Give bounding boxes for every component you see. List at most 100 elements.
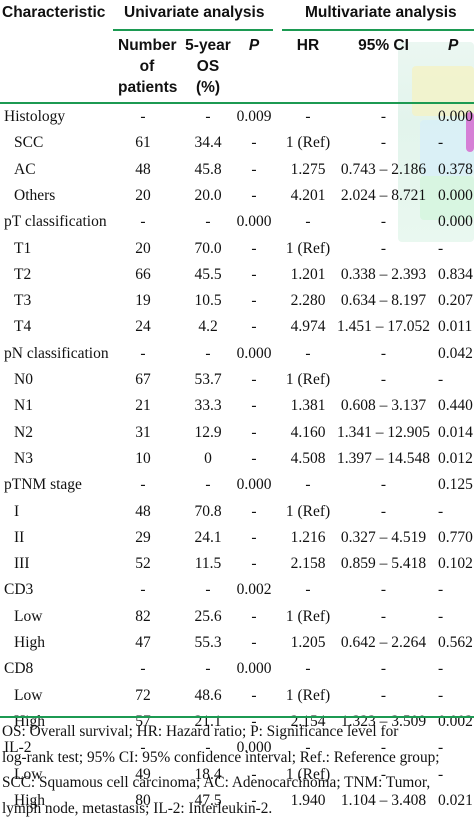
header-hr: HR (296, 37, 320, 54)
cell-p2: - (438, 765, 444, 783)
cell-p2: 0.021 (438, 791, 473, 809)
cell-label: Low (14, 686, 43, 704)
cell-n: - (140, 476, 146, 494)
cell-hr: 1 (Ref) (285, 502, 331, 520)
cell-os: 70.8 (194, 502, 222, 520)
cell-ci: 2.024 – 8.721 (340, 186, 427, 204)
table-row: SCC 61 34.4 - 1 (Ref) - - (0, 130, 474, 156)
cell-ci: 0.743 – 2.186 (340, 160, 427, 178)
cell-ci: - (380, 502, 387, 520)
cell-p2: 0.011 (438, 318, 473, 336)
background-artifact (412, 66, 474, 116)
cell-p2: 0.562 (438, 634, 473, 651)
cell-p2: - (438, 502, 444, 520)
cell-hr: 1.216 (290, 528, 326, 546)
cell-os: - (205, 660, 211, 678)
cell-p2: 0.000 (438, 108, 473, 125)
header-number-line: Number (118, 37, 177, 54)
header-os-line: OS (196, 58, 220, 75)
cell-ci: 0.338 – 2.393 (340, 265, 427, 283)
cell-hr: - (305, 660, 311, 678)
cell-os: 24.1 (194, 528, 222, 546)
cell-hr: 1 (Ref) (285, 371, 331, 388)
cell-os: - (205, 344, 211, 362)
cell-ci: 0.608 – 3.137 (340, 397, 427, 415)
footnote-line: log-rank test; 95% CI: 95% confidence in… (2, 748, 440, 766)
background-artifact (420, 120, 474, 176)
cell-ci: - (380, 134, 387, 152)
cell-n: 10 (135, 449, 151, 467)
cell-p: - (251, 292, 257, 310)
header-rule-univariate (113, 29, 273, 31)
cell-os: 33.3 (194, 397, 222, 415)
cell-p2: 0.207 (438, 292, 473, 310)
cell-os: 45.8 (194, 160, 222, 178)
cell-os: 45.5 (194, 265, 222, 283)
cell-os: 4.2 (198, 318, 218, 336)
cell-p: - (251, 686, 257, 704)
cell-os: 47.5 (194, 791, 222, 809)
cell-p: - (251, 502, 257, 520)
cell-p2: - (438, 239, 444, 257)
cell-hr: 1.205 (290, 634, 326, 651)
cell-p: - (251, 423, 257, 441)
header-5year-os: 5-year OS (%) (178, 35, 238, 98)
cell-os: 25.6 (194, 607, 222, 625)
cell-p: 0.000 (236, 739, 272, 757)
header-number-line: of (139, 58, 155, 75)
cell-os: 18.4 (194, 765, 222, 783)
cell-label: IL-2 (4, 739, 32, 757)
cell-n: 72 (135, 686, 151, 704)
cell-p: - (251, 712, 257, 730)
cell-p: - (251, 791, 257, 809)
cell-os: 55.3 (194, 634, 222, 651)
cell-label: Low (14, 765, 43, 783)
header-univariate: Univariate analysis (124, 4, 265, 21)
cell-hr: 1 (Ref) (285, 239, 331, 257)
cell-hr: 4.974 (290, 318, 326, 336)
table-row: pT classification - - 0.000 - - 0.000 (0, 209, 474, 235)
cell-hr: 1.201 (290, 265, 326, 283)
cell-ci: 0.327 – 4.519 (340, 528, 427, 546)
cell-ci: - (380, 660, 387, 678)
cell-p: 0.000 (236, 344, 272, 362)
cell-n: 67 (135, 371, 151, 388)
cell-hr: 4.201 (290, 186, 326, 204)
cell-os: 70.0 (194, 239, 222, 257)
cell-hr: 1.381 (290, 397, 326, 415)
cell-p2: - (438, 581, 444, 599)
cell-n: 49 (135, 765, 151, 783)
cell-hr: 2.280 (290, 292, 326, 310)
table-row: II 29 24.1 - 1.216 0.327 – 4.519 0.770 (0, 525, 474, 551)
table-row: N1 21 33.3 - 1.381 0.608 – 3.137 0.440 (0, 393, 474, 419)
cell-p: - (251, 634, 257, 651)
header-bottom-rule (0, 102, 474, 104)
cell-label: III (14, 555, 30, 573)
header-os-line: (%) (195, 79, 221, 96)
cell-n: - (140, 344, 146, 362)
cell-n: - (140, 581, 146, 599)
cell-n: 80 (135, 791, 151, 809)
cell-ci: 1.451 – 17.052 (337, 318, 430, 336)
cell-label: T1 (14, 239, 32, 257)
cell-p2: 0.014 (438, 423, 473, 441)
cell-p: - (251, 239, 257, 257)
cell-ci: - (380, 213, 387, 231)
table-bottom-rule (0, 716, 474, 718)
cell-p2: - (438, 134, 444, 152)
cell-ci: - (380, 607, 387, 625)
cell-p2: - (438, 739, 444, 757)
cell-ci: - (380, 239, 387, 257)
cell-hr: 4.508 (290, 449, 326, 467)
cell-n: 31 (135, 423, 151, 441)
cell-os: - (205, 108, 211, 125)
background-artifact (420, 176, 474, 220)
cell-p2: 0.440 (438, 397, 473, 415)
table-row: Low 49 18.4 - 1 (Ref) - - (0, 762, 474, 788)
table-row: III 52 11.5 - 2.158 0.859 – 5.418 0.102 (0, 551, 474, 577)
cell-p: - (251, 528, 257, 546)
cell-n: 20 (135, 186, 151, 204)
cell-n: 47 (135, 634, 151, 651)
cell-n: 29 (135, 528, 151, 546)
cell-ci: 1.341 – 12.905 (337, 423, 430, 441)
